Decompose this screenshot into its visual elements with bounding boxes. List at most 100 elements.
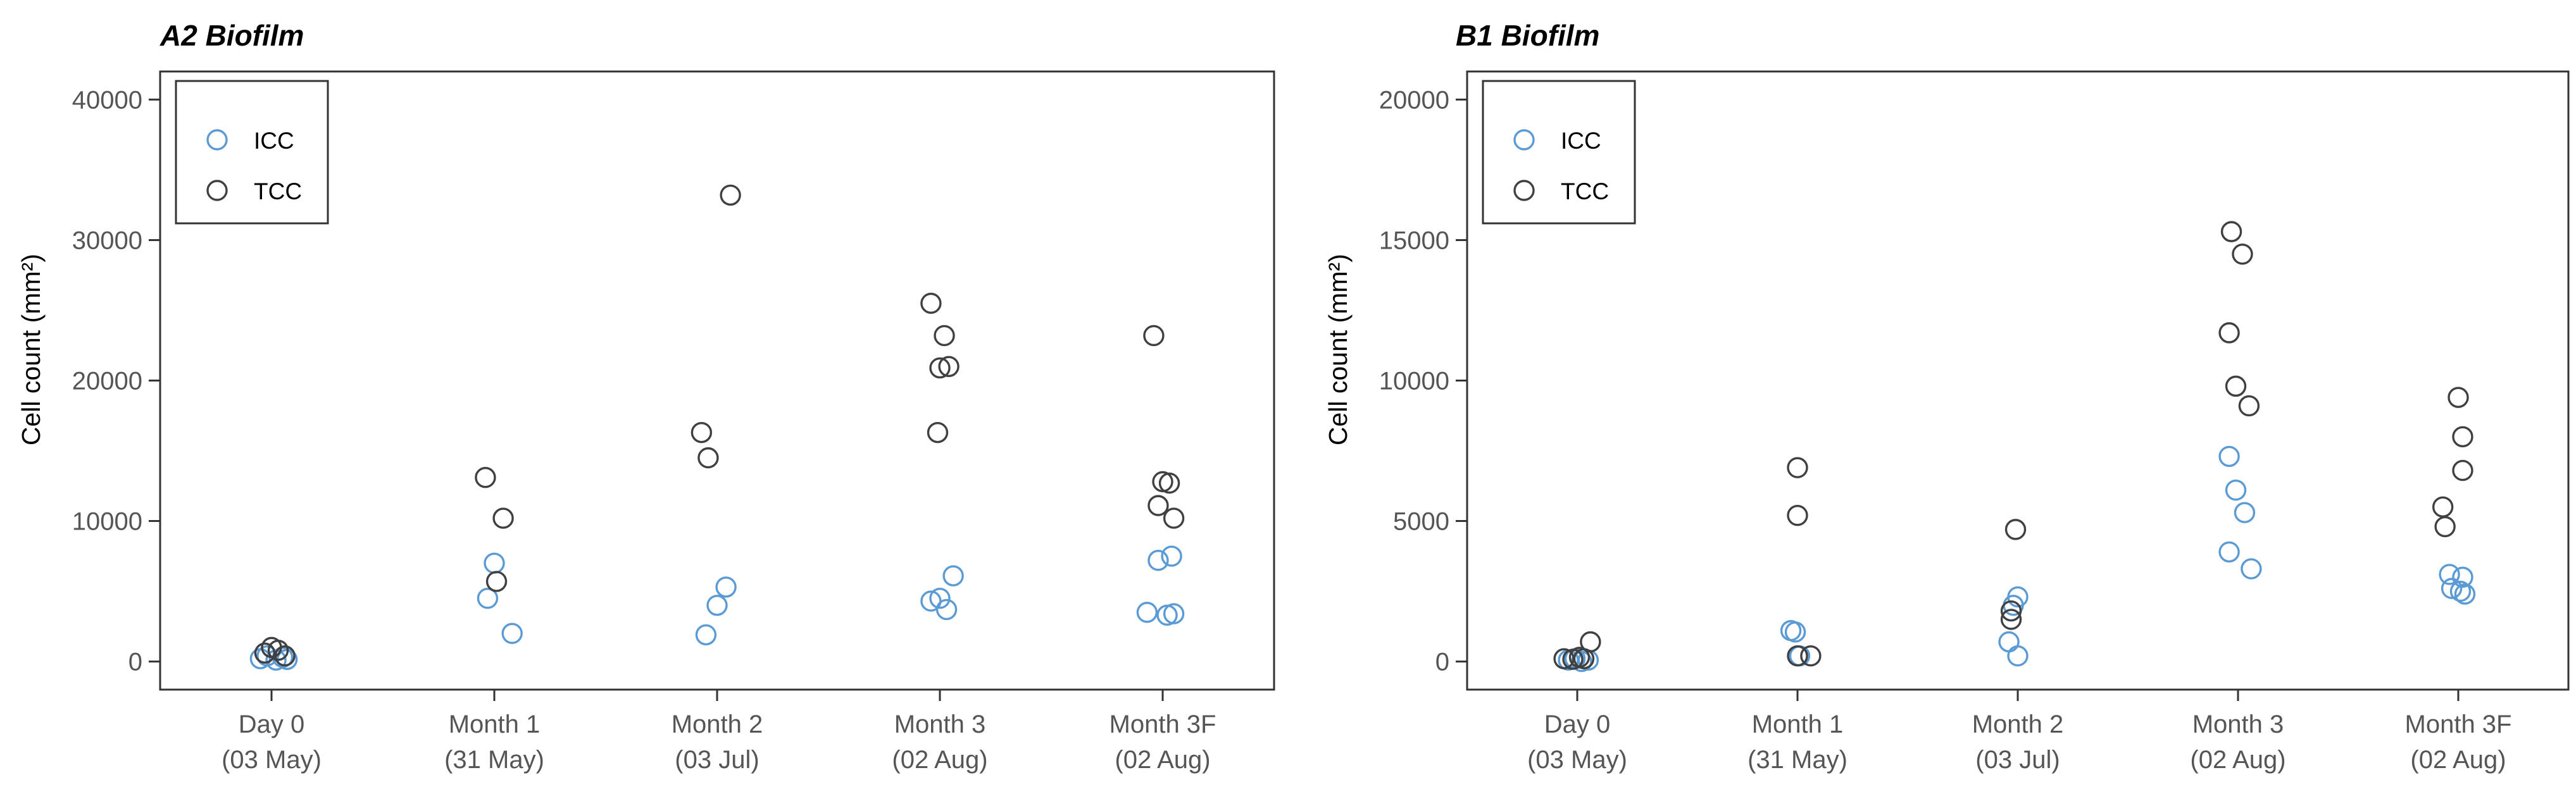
point-tcc	[920, 292, 942, 314]
chart-title: B1 Biofilm	[1456, 19, 1599, 52]
point-tcc	[697, 447, 719, 469]
y-tick-label: 10000	[1379, 368, 1449, 395]
point-tcc	[1580, 631, 1601, 653]
point-icc	[695, 624, 717, 646]
point-tcc	[934, 325, 955, 347]
y-tick-label: 10000	[72, 508, 142, 536]
legend-box	[1482, 80, 1636, 225]
point-tcc	[1800, 645, 1822, 667]
point-icc	[1136, 602, 1158, 623]
legend-box	[175, 80, 329, 225]
point-icc	[942, 565, 964, 586]
point-icc	[2441, 578, 2463, 599]
x-tick-label: Month 3 (02 Aug)	[892, 710, 987, 774]
y-tick-label: 40000	[72, 86, 142, 114]
y-axis: 0 10000 20000 30000 40000	[72, 86, 160, 676]
point-icc	[1998, 631, 2020, 653]
x-tick-label: Month 3 (02 Aug)	[2190, 710, 2285, 774]
x-tick-label: Month 2 (03 Jul)	[1972, 710, 2064, 774]
point-tcc	[2218, 322, 2240, 344]
point-icc	[2234, 502, 2256, 523]
y-axis: 0 5000 10000 15000 20000	[1379, 86, 1467, 676]
point-tcc	[1158, 472, 1180, 494]
point-tcc	[938, 356, 960, 377]
point-icc	[501, 623, 523, 644]
point-icc	[929, 587, 951, 609]
x-tick-label: Day 0 (03 May)	[222, 710, 322, 774]
legend-marker-tcc	[206, 180, 228, 201]
y-tick-label: 0	[1435, 648, 1449, 676]
x-tick-label: Month 1 (31 May)	[444, 710, 544, 774]
legend: ICC TCC	[1482, 80, 1636, 225]
point-icc	[2439, 564, 2460, 585]
y-axis-label: Cell count (mm²)	[1323, 254, 1353, 445]
point-tcc	[1787, 645, 1808, 667]
point-icc	[1147, 550, 1169, 571]
point-tcc	[2452, 426, 2473, 448]
y-tick-label: 30000	[72, 226, 142, 254]
chart-panel-2: B1 Biofilm 0 5000 10000 15000 20000 Cell count…	[1323, 19, 2570, 774]
point-tcc	[475, 467, 496, 488]
point-tcc	[1787, 504, 1808, 526]
point-tcc	[927, 421, 949, 444]
y-tick-label: 20000	[1379, 86, 1449, 114]
point-icc	[477, 587, 499, 609]
legend-label: TCC	[254, 178, 302, 204]
y-tick-label: 0	[128, 648, 142, 676]
point-icc	[1784, 621, 1806, 643]
point-tcc	[2220, 221, 2242, 242]
point-tcc	[2232, 243, 2253, 265]
legend-label: TCC	[1561, 178, 1609, 204]
point-tcc	[691, 421, 713, 444]
x-tick-label: Month 3F (02 Aug)	[2405, 710, 2512, 774]
x-tick-label: Month 1 (31 May)	[1748, 710, 1848, 774]
point-icc	[2241, 558, 2262, 580]
point-icc	[2449, 580, 2472, 602]
point-icc	[2007, 645, 2029, 667]
point-tcc	[2434, 516, 2456, 538]
data-points	[1553, 221, 2476, 673]
point-tcc	[2452, 459, 2473, 481]
y-tick-label: 5000	[1393, 508, 1449, 536]
legend: ICC TCC	[175, 80, 329, 225]
legend-marker-icc	[1513, 129, 1535, 151]
point-tcc	[254, 642, 276, 664]
legend-label: ICC	[254, 128, 294, 154]
point-icc	[935, 599, 958, 621]
y-tick-label: 20000	[72, 368, 142, 395]
x-axis: Day 0 (03 May) Month 1 (31 May) Month 2 (03 J…	[1527, 690, 2511, 774]
point-tcc	[2004, 519, 2027, 540]
point-icc	[2007, 586, 2029, 608]
point-icc	[706, 595, 728, 616]
chart-panel-1: A2 Biofilm 0 10000 20000 30000 40000 Cell coun…	[16, 19, 1275, 774]
chart-title: A2 Biofilm	[159, 19, 304, 52]
point-tcc	[267, 640, 289, 661]
point-tcc	[485, 571, 508, 592]
x-tick-label: Day 0 (03 May)	[1527, 710, 1627, 774]
point-icc	[2452, 566, 2473, 588]
legend-marker-tcc	[1513, 180, 1535, 201]
point-tcc	[492, 507, 514, 529]
point-tcc	[2448, 387, 2469, 408]
point-icc	[1163, 603, 1185, 624]
y-axis-label: Cell count (mm²)	[16, 254, 46, 445]
y-tick-label: 15000	[1379, 226, 1449, 254]
point-icc	[2454, 583, 2476, 605]
point-icc	[2225, 479, 2247, 501]
point-tcc	[1147, 495, 1169, 516]
point-icc	[1161, 545, 1182, 567]
point-icc	[2218, 541, 2240, 563]
x-tick-label: Month 2 (03 Jul)	[672, 710, 763, 774]
point-tcc	[1163, 507, 1185, 529]
point-tcc	[2225, 375, 2247, 397]
point-tcc	[274, 645, 296, 667]
point-icc	[484, 552, 505, 574]
point-tcc	[2238, 395, 2260, 417]
data-points	[249, 184, 1185, 671]
point-icc	[2218, 445, 2240, 468]
legend-marker-icc	[206, 129, 228, 151]
legend-label: ICC	[1561, 128, 1601, 154]
point-tcc	[929, 357, 951, 379]
point-tcc	[1787, 457, 1808, 478]
